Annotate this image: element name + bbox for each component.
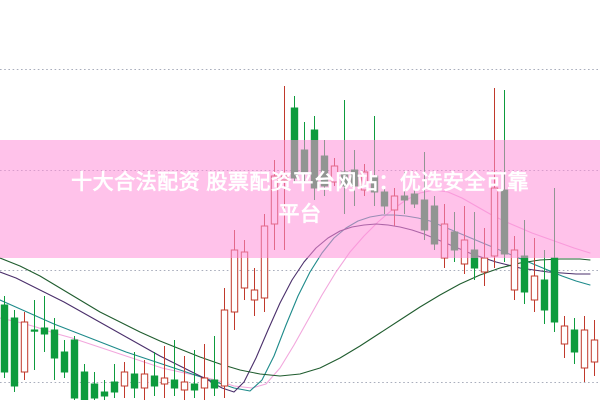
candle-22	[220, 288, 229, 398]
candle-53	[530, 238, 539, 312]
candle-3	[30, 300, 39, 370]
candle-28	[280, 86, 289, 250]
candle-9	[90, 372, 99, 400]
candle-32	[320, 140, 329, 196]
candle-51	[510, 236, 519, 300]
candle-59	[590, 320, 599, 376]
candle-20	[200, 344, 209, 400]
candles-layer	[0, 86, 599, 400]
candle-43	[430, 196, 439, 250]
candle-52	[520, 220, 529, 304]
candle-27	[270, 160, 279, 250]
candle-38	[380, 186, 389, 214]
candle-15	[150, 352, 159, 396]
candle-5	[50, 318, 59, 380]
candle-10	[100, 380, 109, 400]
candle-49	[490, 88, 499, 268]
candle-23	[230, 230, 239, 330]
candle-29	[290, 96, 299, 182]
candle-58	[580, 316, 589, 382]
candle-39	[390, 188, 399, 226]
candle-12	[120, 362, 129, 398]
candle-26	[260, 214, 269, 312]
candle-13	[130, 352, 139, 398]
candle-45	[450, 212, 459, 262]
candle-24	[240, 240, 249, 300]
candle-14	[140, 360, 149, 400]
candle-54	[540, 250, 549, 324]
candle-19	[190, 350, 199, 398]
candle-11	[110, 364, 119, 398]
candle-18	[180, 356, 189, 400]
candle-35	[350, 150, 359, 206]
candle-25	[250, 268, 259, 316]
candle-46	[460, 206, 469, 274]
candle-31	[310, 116, 319, 200]
candle-17	[170, 340, 179, 396]
candle-56	[560, 316, 569, 358]
candle-44	[440, 204, 449, 268]
candle-30	[300, 122, 309, 182]
candle-47	[470, 212, 479, 280]
candle-55	[550, 188, 559, 332]
candle-7	[70, 336, 79, 400]
ma-line-ma60	[0, 257, 591, 377]
candle-50	[500, 90, 509, 262]
candle-42	[420, 152, 429, 240]
candle-33	[330, 158, 339, 186]
grid-layer	[0, 69, 600, 383]
candle-1	[10, 310, 19, 392]
candle-2	[20, 312, 29, 380]
candle-57	[570, 318, 579, 364]
candle-41	[410, 186, 419, 208]
candle-40	[400, 172, 409, 214]
candle-21	[210, 336, 219, 396]
candle-6	[60, 340, 69, 378]
candle-34	[340, 100, 349, 214]
candle-36	[360, 164, 369, 196]
candle-0	[0, 296, 9, 378]
candle-8	[80, 364, 89, 400]
candle-4	[40, 296, 49, 352]
candle-37	[370, 116, 379, 206]
candle-16	[160, 346, 169, 398]
